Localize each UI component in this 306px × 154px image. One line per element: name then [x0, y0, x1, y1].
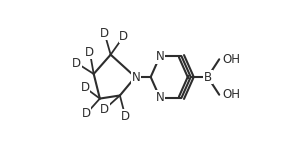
Text: N: N — [155, 91, 164, 104]
Text: D: D — [72, 57, 81, 70]
Text: D: D — [81, 81, 90, 94]
Text: OH: OH — [222, 88, 240, 101]
Text: D: D — [121, 110, 130, 123]
Text: B: B — [203, 71, 212, 83]
Text: N: N — [132, 71, 140, 83]
Text: D: D — [100, 103, 109, 116]
Text: OH: OH — [222, 53, 240, 66]
Text: D: D — [100, 27, 109, 40]
Text: D: D — [81, 107, 91, 120]
Text: D: D — [85, 46, 95, 59]
Text: N: N — [155, 50, 164, 63]
Text: D: D — [119, 30, 128, 43]
